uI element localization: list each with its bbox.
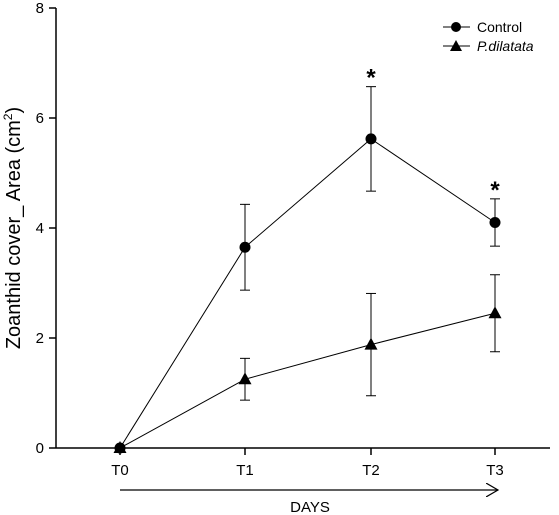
y-tick-label: 4: [36, 220, 44, 237]
y-axis-label-main: Zoanthid cover_ Area (cm: [3, 120, 25, 349]
y-tick-label: 0: [36, 440, 44, 457]
x-ticks: T0 T1 T2 T3: [111, 448, 504, 479]
data-point: [365, 133, 377, 145]
series-line: [119, 138, 496, 449]
series-line: [119, 312, 496, 449]
data-point: [239, 241, 251, 253]
data-point: [113, 441, 127, 453]
significance-layer: **: [366, 65, 500, 204]
y-tick-label: 2: [36, 330, 44, 347]
y-tick-label: 8: [36, 0, 44, 17]
y-tick-label: 6: [36, 110, 44, 127]
y-axis-label: Zoanthid cover_ Area (cm2): [1, 107, 25, 349]
legend: Control P.dilatata: [443, 19, 534, 54]
y-axis-label-superscript: 2: [1, 113, 15, 120]
x-tick-label: T0: [111, 462, 129, 479]
y-axis-label-close: ): [3, 107, 25, 114]
data-point: [488, 306, 502, 319]
x-tick-label: T3: [486, 462, 504, 479]
significance-marker: *: [490, 177, 500, 204]
legend-control-label: Control: [477, 19, 522, 35]
data-point: [238, 372, 252, 385]
series-p-dilatata: [113, 274, 502, 453]
series-control: [114, 86, 501, 454]
legend-dilatata-marker: [450, 40, 462, 51]
x-axis-label: DAYS: [290, 499, 330, 515]
x-tick-label: T1: [236, 462, 254, 479]
series-layer: [113, 86, 502, 454]
x-tick-label: T2: [362, 462, 380, 479]
axes: [55, 8, 550, 449]
data-point: [489, 217, 501, 228]
significance-marker: *: [366, 65, 376, 92]
legend-control-marker: [451, 22, 461, 32]
data-point: [364, 337, 378, 350]
y-ticks: 0 2 4 6 8: [36, 0, 56, 457]
legend-dilatata-label: P.dilatata: [477, 38, 534, 54]
